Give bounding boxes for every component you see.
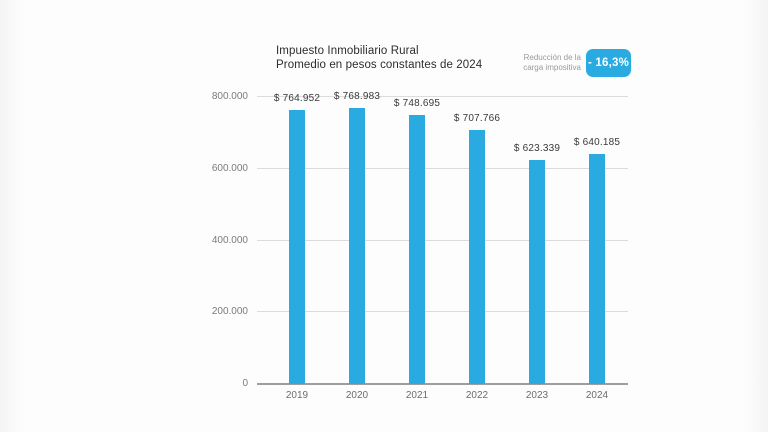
x-tick-label-2021: 2021 xyxy=(405,390,429,401)
bar-2019 xyxy=(289,109,305,384)
y-tick-label-200000: 200.000 xyxy=(211,306,248,318)
plot-area: $ 764.952 $ 768.983 $ 748.695 $ 707.766 $ 62… xyxy=(257,91,628,385)
y-tick-label-600000: 600.000 xyxy=(211,162,248,174)
reduction-badge-caption-line1: Reducción de la xyxy=(523,53,581,62)
x-axis-tick-labels: 2019 2020 2021 2022 2023 2024 xyxy=(257,390,628,404)
bar-value-label-2020: $ 768.983 xyxy=(333,91,381,103)
gridline-0 xyxy=(257,383,628,385)
y-tick-label-800000: 800.000 xyxy=(211,91,248,102)
y-tick-label-400000: 400.000 xyxy=(211,234,248,246)
gridline-600000 xyxy=(257,167,628,169)
y-axis-tick-labels: 0 200.000 400.000 600.000 800.000 xyxy=(200,91,248,389)
x-tick-label-2023: 2023 xyxy=(525,390,549,401)
gridline-200000 xyxy=(257,311,628,313)
bar-value-label-2019: $ 764.952 xyxy=(273,92,321,104)
bar-2022 xyxy=(469,130,485,384)
bar-value-label-2024: $ 640.185 xyxy=(573,137,621,149)
bar-value-label-2023: $ 623.339 xyxy=(513,143,561,155)
chart-title-line1: Impuesto Inmobiliario Rural xyxy=(276,45,419,57)
chart-title-line2: Promedio en pesos constantes de 2024 xyxy=(276,59,483,71)
x-tick-label-2019: 2019 xyxy=(285,390,309,401)
reduction-badge-caption: Reducción de la carga impositiva xyxy=(500,53,581,72)
x-tick-label-2020: 2020 xyxy=(345,390,369,401)
bar-2020 xyxy=(349,108,365,384)
chart-title: Impuesto Inmobiliario Rural Promedio en … xyxy=(276,44,482,72)
y-tick-label-0: 0 xyxy=(242,378,248,389)
x-tick-label-2024: 2024 xyxy=(585,390,609,401)
bar-value-label-2021: $ 748.695 xyxy=(393,98,441,110)
bar-2024 xyxy=(589,154,605,384)
x-tick-label-2022: 2022 xyxy=(465,390,489,401)
gridline-800000 xyxy=(257,96,628,97)
reduction-badge-caption-line2: carga impositiva xyxy=(523,62,581,72)
reduction-percentage-badge: - 16,3% xyxy=(586,49,631,77)
bar-2023 xyxy=(529,160,545,384)
gridline-400000 xyxy=(257,239,628,241)
bar-2021 xyxy=(409,115,425,384)
bar-value-label-2022: $ 707.766 xyxy=(453,113,501,125)
